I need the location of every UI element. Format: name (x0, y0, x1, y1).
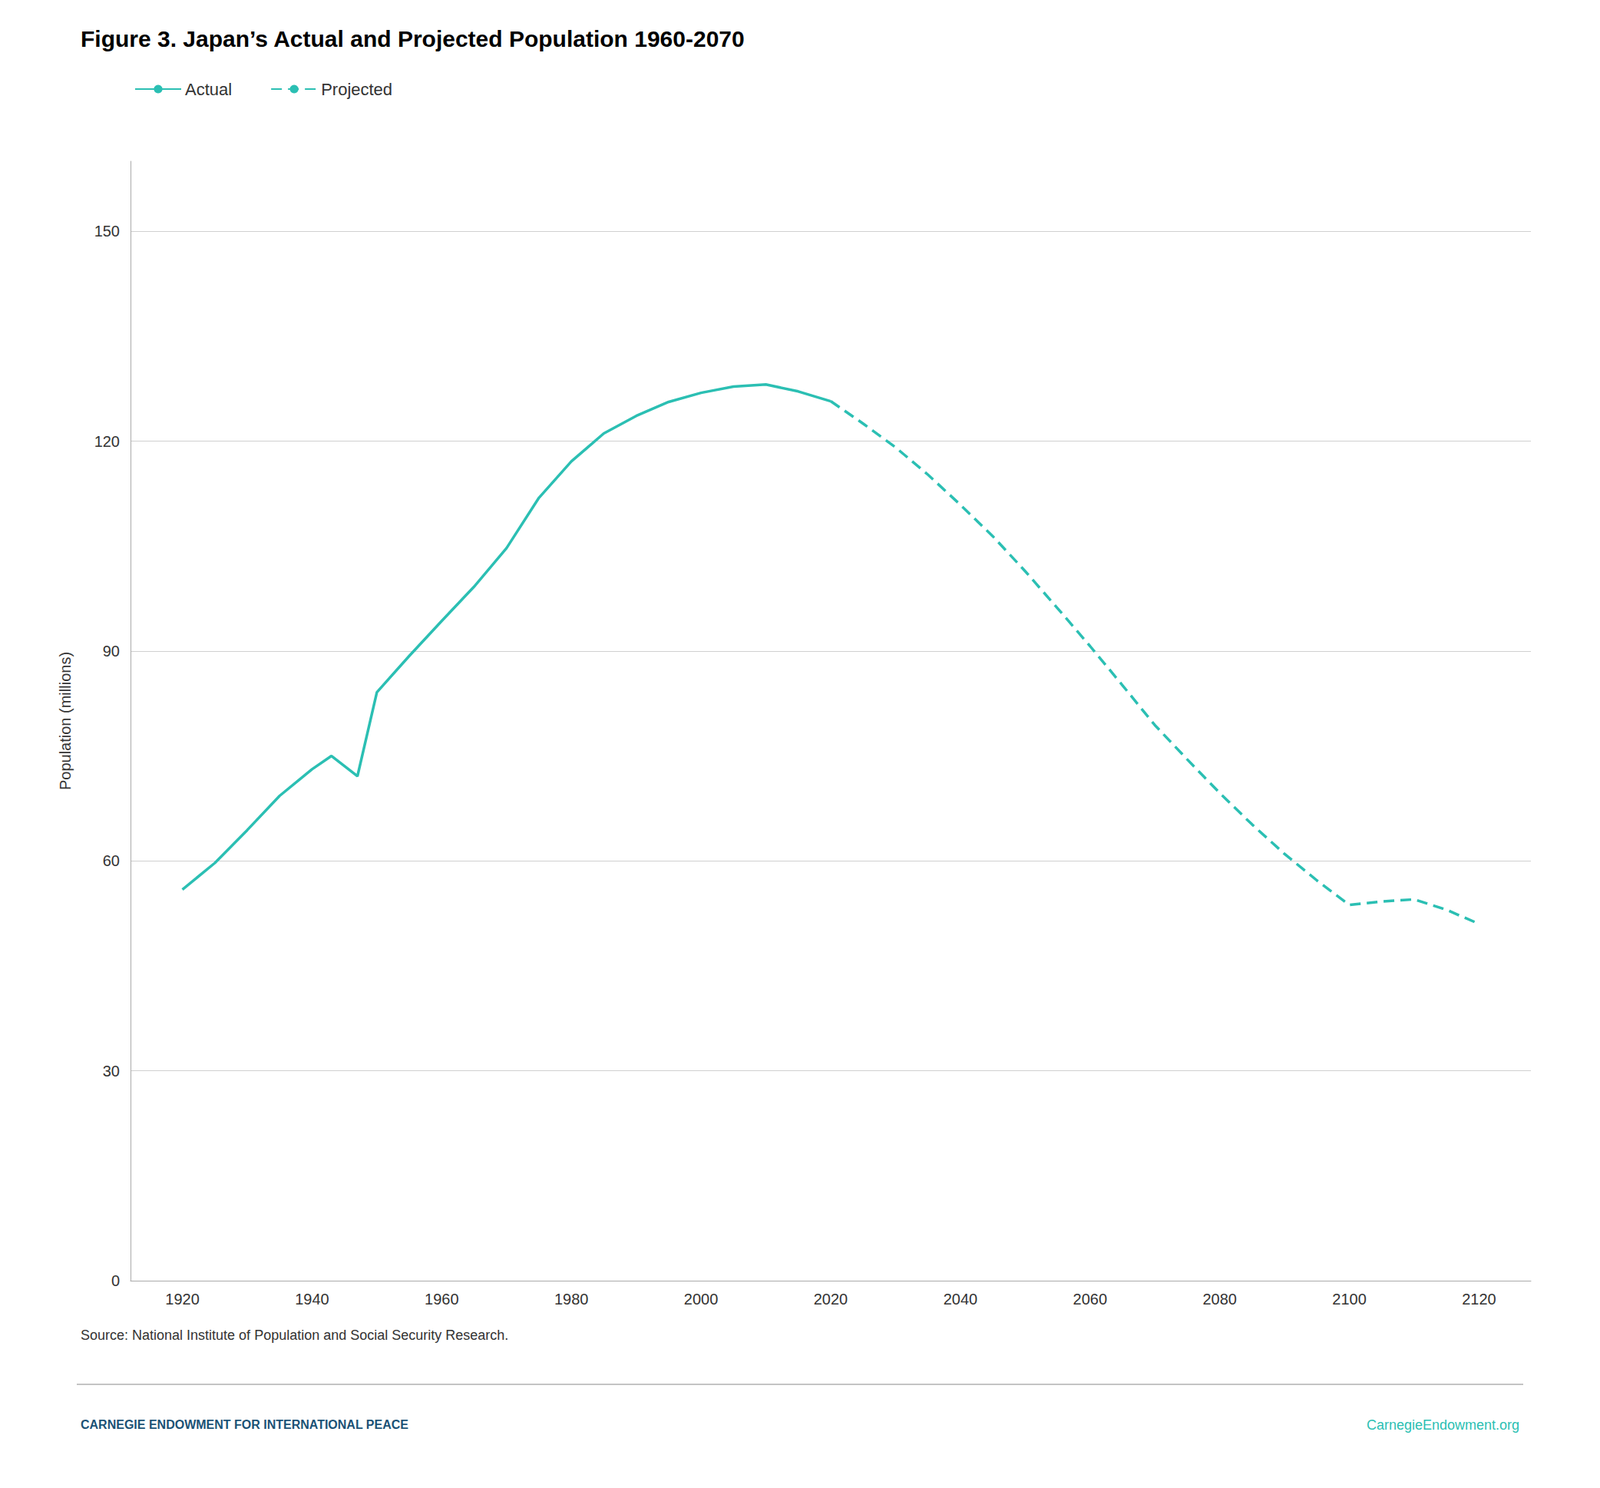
svg-text:150: 150 (94, 222, 120, 240)
svg-text:CARNEGIE ENDOWMENT FOR INTERNA: CARNEGIE ENDOWMENT FOR INTERNATIONAL PEA… (80, 1418, 409, 1432)
svg-text:2120: 2120 (1461, 1290, 1497, 1308)
svg-text:1940: 1940 (294, 1290, 330, 1308)
svg-text:2020: 2020 (813, 1290, 849, 1308)
svg-text:Projected: Projected (320, 79, 393, 100)
svg-text:Source: National Institute of: Source: National Institute of Population… (80, 1327, 509, 1343)
svg-text:1980: 1980 (554, 1290, 589, 1308)
svg-text:Actual: Actual (185, 79, 232, 100)
svg-text:30: 30 (102, 1062, 120, 1080)
svg-text:2060: 2060 (1073, 1290, 1108, 1308)
svg-text:120: 120 (94, 433, 120, 450)
svg-text:0: 0 (111, 1272, 120, 1290)
svg-text:1920: 1920 (165, 1290, 200, 1308)
svg-text:2080: 2080 (1202, 1290, 1237, 1308)
svg-text:60: 60 (102, 852, 120, 870)
svg-text:2100: 2100 (1332, 1290, 1367, 1308)
svg-text:90: 90 (102, 642, 120, 660)
svg-text:2040: 2040 (943, 1290, 979, 1308)
svg-text:Population (millions): Population (millions) (56, 651, 74, 791)
svg-text:CarnegieEndowment.org: CarnegieEndowment.org (1366, 1417, 1520, 1433)
svg-text:1960: 1960 (424, 1290, 460, 1308)
svg-text:Figure 3. Japan’s Actual and P: Figure 3. Japan’s Actual and Projected P… (80, 26, 745, 52)
svg-text:2000: 2000 (684, 1290, 719, 1308)
